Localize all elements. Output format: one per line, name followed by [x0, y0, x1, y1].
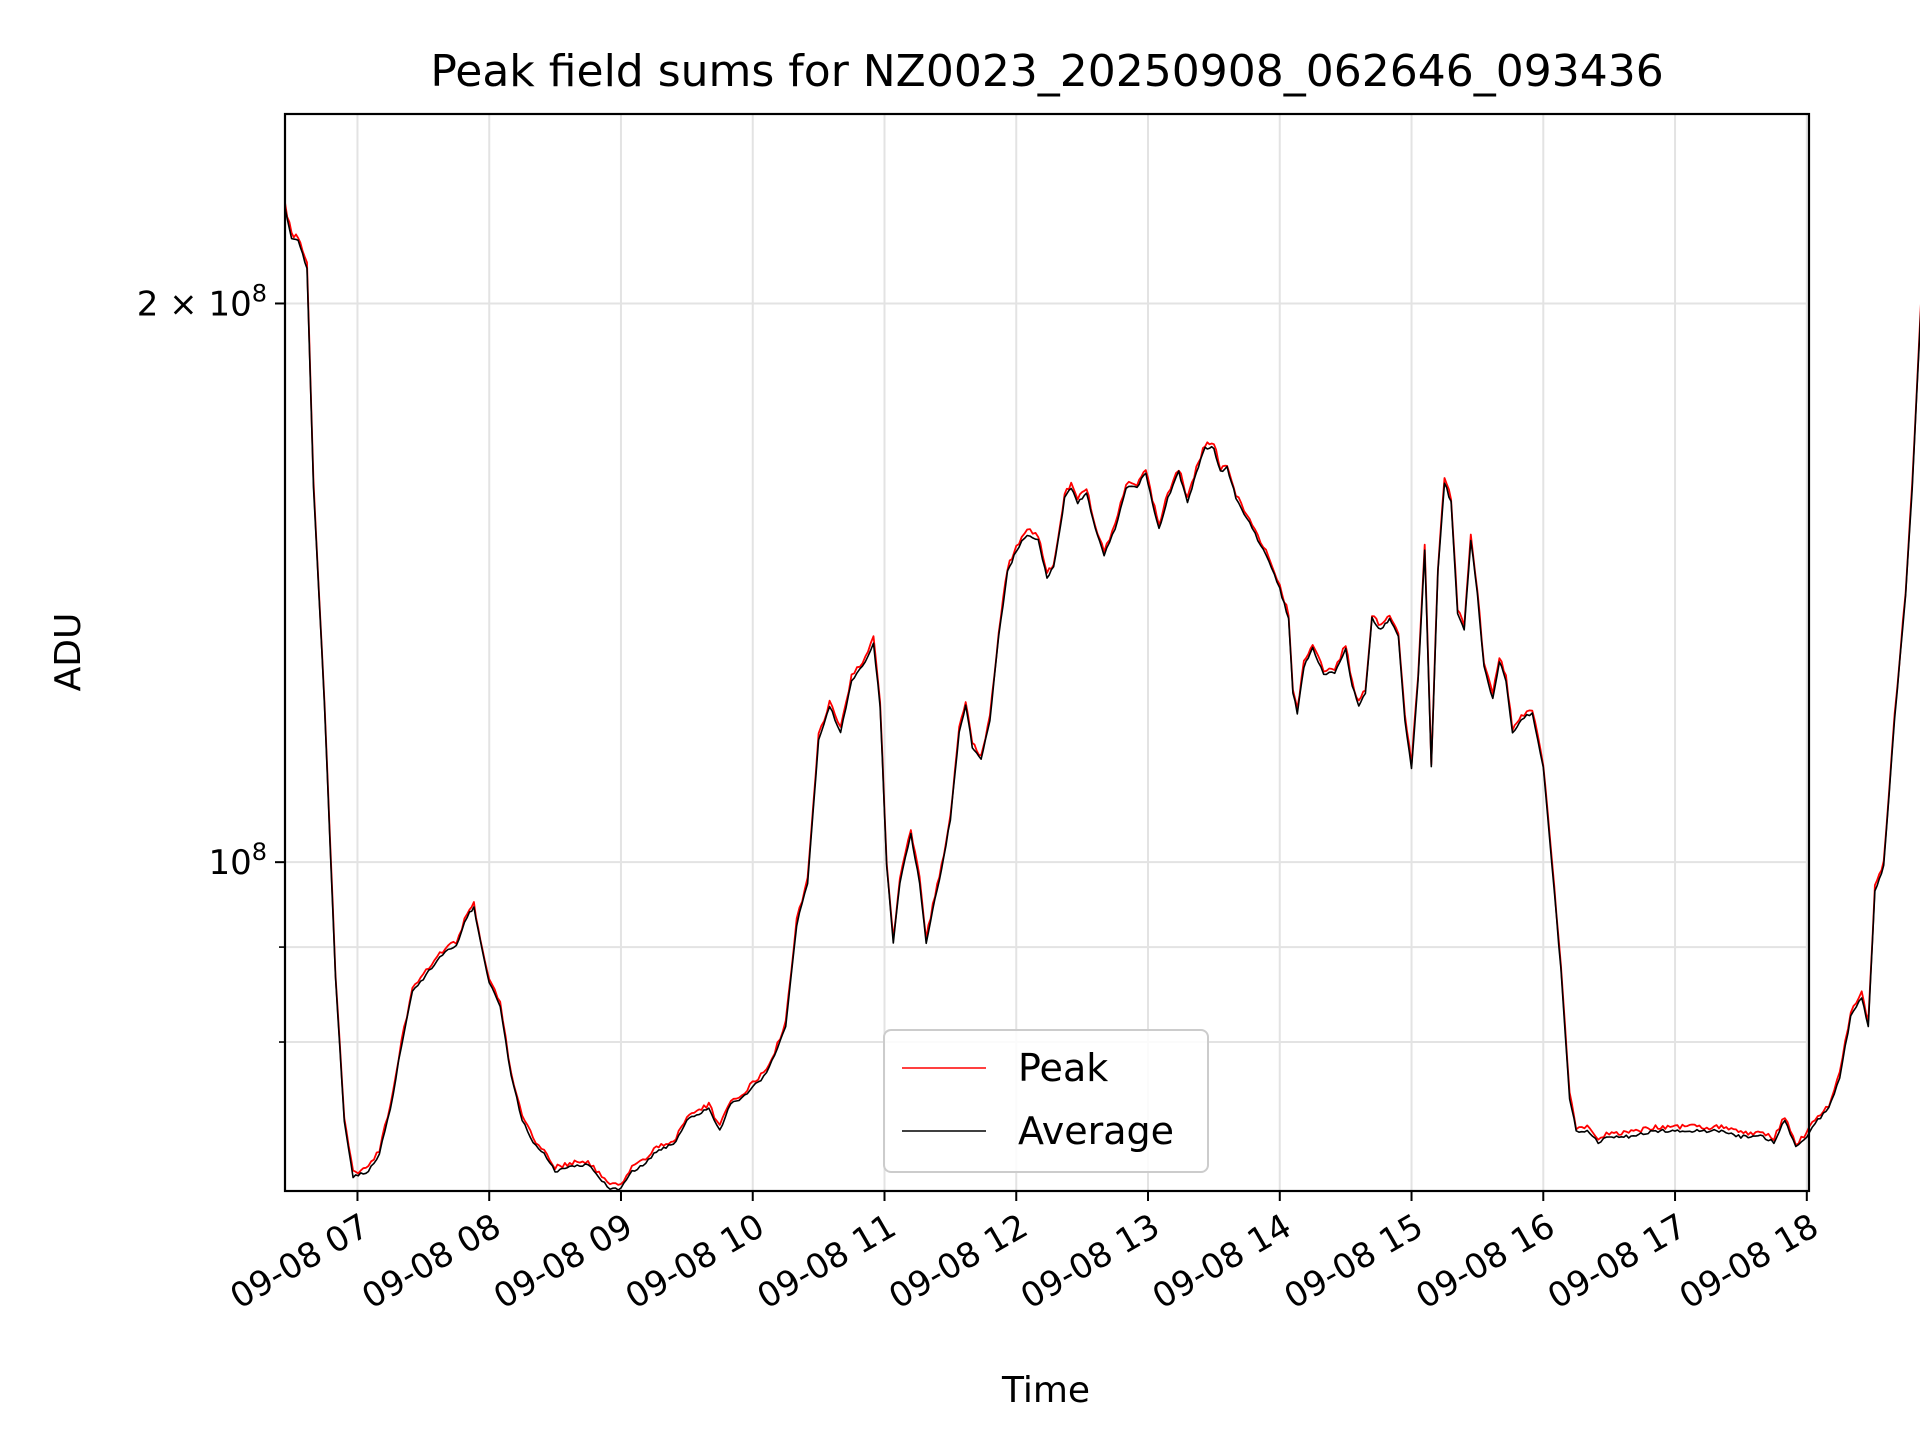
chart-title: Peak field sums for NZ0023_20250908_0626… — [430, 46, 1663, 97]
legend-peak-label: Peak — [1018, 1046, 1108, 1090]
legend: Peak Average — [883, 1029, 1209, 1173]
plot-lines — [284, 202, 1920, 1191]
y-axis-label: ADU — [48, 613, 89, 692]
average-line — [284, 207, 1920, 1191]
legend-box — [883, 1029, 1209, 1173]
x-axis-label: Time — [1001, 1370, 1090, 1411]
plot-frame — [283, 112, 1811, 1193]
y-tick-label: 2 × 108 — [137, 279, 267, 324]
legend-average-label: Average — [1018, 1109, 1174, 1153]
peak-line — [284, 202, 1920, 1186]
y-tick-label: 108 — [208, 838, 267, 883]
